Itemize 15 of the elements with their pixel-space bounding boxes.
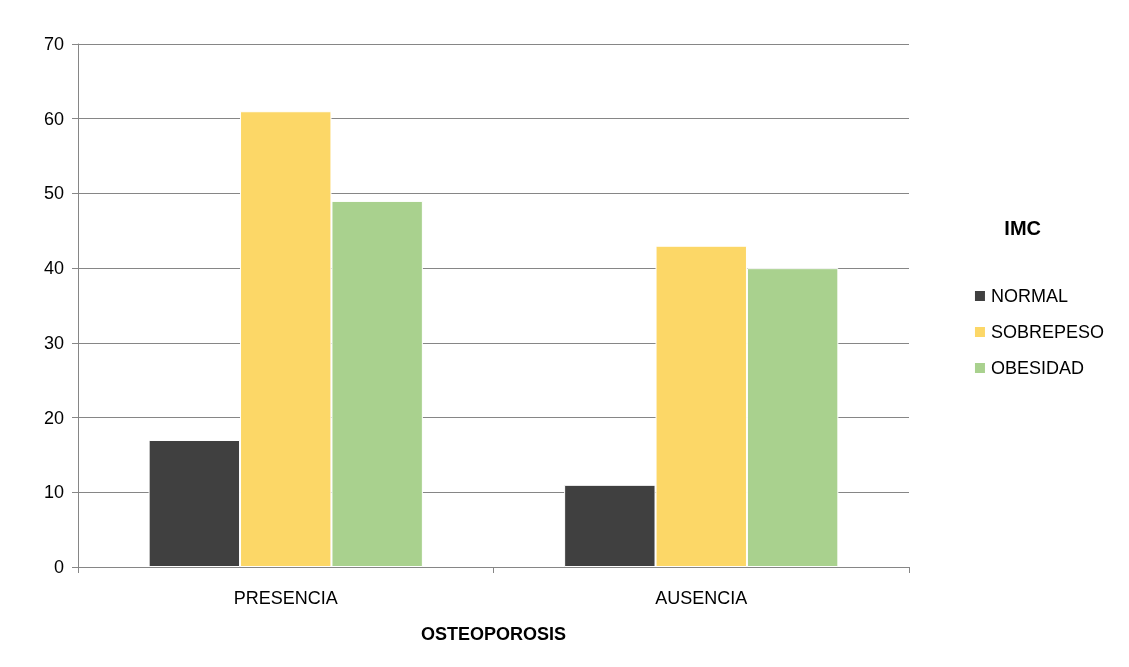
- y-tick-label: 60: [43, 108, 64, 129]
- y-tick-label: 40: [43, 258, 64, 279]
- y-tick-label: 70: [43, 34, 64, 54]
- y-tick-label: 20: [43, 407, 64, 428]
- x-axis-title: OSTEOPOROSIS: [420, 624, 567, 644]
- y-tick-label: 0: [53, 557, 64, 577]
- legend-title: IMC: [1004, 217, 1042, 239]
- x-tick-label: PRESENCIA: [233, 588, 338, 608]
- y-tick-label: 10: [43, 482, 64, 503]
- legend-label: NORMAL: [990, 286, 1068, 306]
- y-tick-label: 50: [43, 183, 64, 204]
- legend-label: SOBREPESO: [990, 322, 1105, 342]
- legend-label: OBESIDAD: [990, 358, 1084, 378]
- y-tick-label: 30: [43, 332, 64, 353]
- x-tick-label: AUSENCIA: [655, 588, 748, 608]
